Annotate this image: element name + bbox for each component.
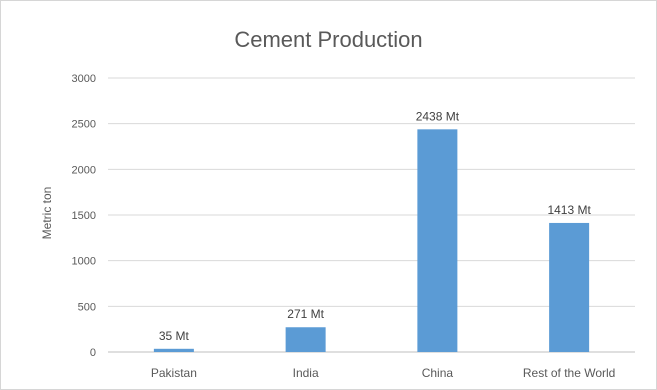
bar [417, 129, 458, 352]
y-tick-label: 2500 [72, 119, 96, 131]
y-tick-label: 500 [78, 301, 96, 313]
y-tick-label: 2000 [72, 164, 96, 176]
data-label: 271 Mt [287, 307, 324, 321]
chart-title: Cement Production [234, 27, 423, 52]
category-label: India [293, 366, 319, 380]
category-label: Rest of the World [523, 366, 615, 380]
y-tick-label: 1500 [72, 210, 96, 222]
y-tick-label: 1000 [72, 256, 96, 268]
bar [285, 327, 326, 352]
category-label: Pakistan [151, 366, 197, 380]
data-label: 35 Mt [159, 329, 190, 343]
bar [153, 348, 194, 352]
category-label: China [422, 366, 454, 380]
y-tick-label: 3000 [72, 73, 96, 85]
data-label: 2438 Mt [416, 109, 460, 123]
y-tick-label: 0 [90, 347, 96, 359]
y-axis-title: Metric ton [40, 187, 54, 240]
bar [549, 222, 590, 352]
data-label: 1413 Mt [547, 203, 591, 217]
